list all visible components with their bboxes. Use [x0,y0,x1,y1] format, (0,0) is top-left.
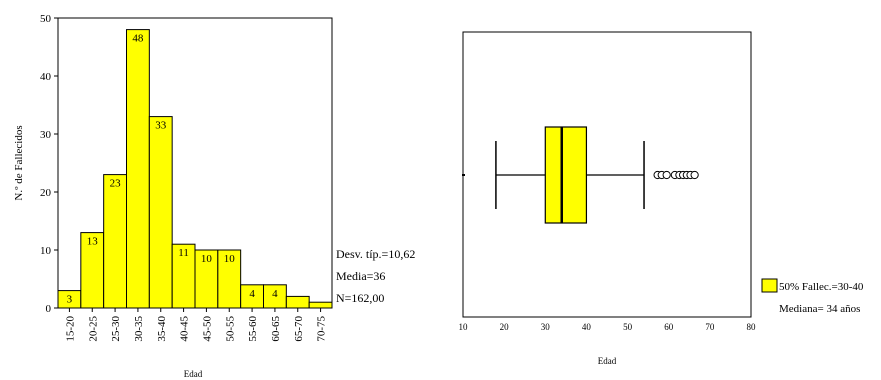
histogram-bar [285,295,310,309]
boxplot-x-tick-label: 60 [664,322,674,332]
histogram-x-tick-label: 30-35 [133,316,145,342]
boxplot-x-tick-label: 30 [541,322,551,332]
boxplot-x-tick-label: 20 [500,322,510,332]
legend-box-range: 50% Fallec.=30-40 [779,281,864,293]
stat-mean: Media=36 [336,269,385,283]
boxplot-x-tick-label: 10 [459,322,469,332]
histogram-bar-label: 48 [132,33,144,45]
histogram-y-tick-label: 40 [40,71,52,83]
boxplot-x-axis-label: Edad [598,356,617,366]
boxplot-box [544,126,588,224]
histogram-x-tick-label: 60-65 [270,316,282,342]
boxplot-outlier [662,170,671,180]
histogram-bar-label: 33 [155,120,167,132]
histogram-chart: 0 10 20 30 40 50 3 13 23 48 33 11 10 10 4 4 15-20 20-25… [13,13,415,379]
histogram-bar [126,29,150,309]
histogram-x-tick-label: 20-25 [87,316,99,342]
boxplot-x-tick-label: 70 [705,322,715,332]
histogram-bar [103,174,127,309]
histogram-y-tick-label: 10 [40,245,52,257]
histogram-y-tick-label: 0 [46,303,52,315]
histogram-x-tick-label: 50-55 [224,316,236,342]
boxplot-outlier [690,170,699,180]
boxplot-chart: 10 20 30 40 50 60 70 80 Edad 50% Fallec.=30-40 … [459,31,864,366]
histogram-bar-label: 3 [67,294,73,306]
histogram-bar-label: 4 [272,288,278,300]
histogram-y-axis-label: N.º de Fallecidos [13,125,25,200]
histogram-x-tick-label: 55-60 [247,316,259,342]
boxplot-x-tick-label: 40 [582,322,592,332]
histogram-y-tick-label: 30 [40,129,52,141]
histogram-x-tick-label: 45-50 [201,316,213,342]
boxplot-x-tick-label: 50 [623,322,633,332]
legend-swatch [761,278,778,293]
histogram-bar-label: 4 [249,288,255,300]
histogram-x-tick-label: 70-75 [316,316,328,342]
histogram-y-tick-label: 50 [40,13,52,25]
histogram-x-tick-label: 15-20 [64,316,76,342]
histogram-bar [148,116,173,309]
stat-n: N=162,00 [336,291,384,305]
histogram-bar-label: 23 [110,178,122,190]
histogram-x-axis-label: Edad [184,369,203,379]
histogram-x-tick-label: 65-70 [293,316,305,342]
histogram-bar-label: 10 [201,253,213,265]
histogram-bar [308,301,333,309]
histogram-bar-label: 13 [87,236,99,248]
boxplot-x-tick-label: 80 [747,322,757,332]
stat-std-dev: Desv. típ.=10,62 [336,247,415,261]
histogram-x-tick-label: 40-45 [179,316,191,342]
histogram-x-tick-label: 25-30 [110,316,122,342]
histogram-x-tick-label: 35-40 [156,316,168,342]
histogram-bar-label: 10 [224,253,236,265]
legend-median: Mediana= 34 años [779,303,860,315]
histogram-y-tick-label: 20 [40,187,52,199]
histogram-bar-label: 11 [178,247,189,259]
